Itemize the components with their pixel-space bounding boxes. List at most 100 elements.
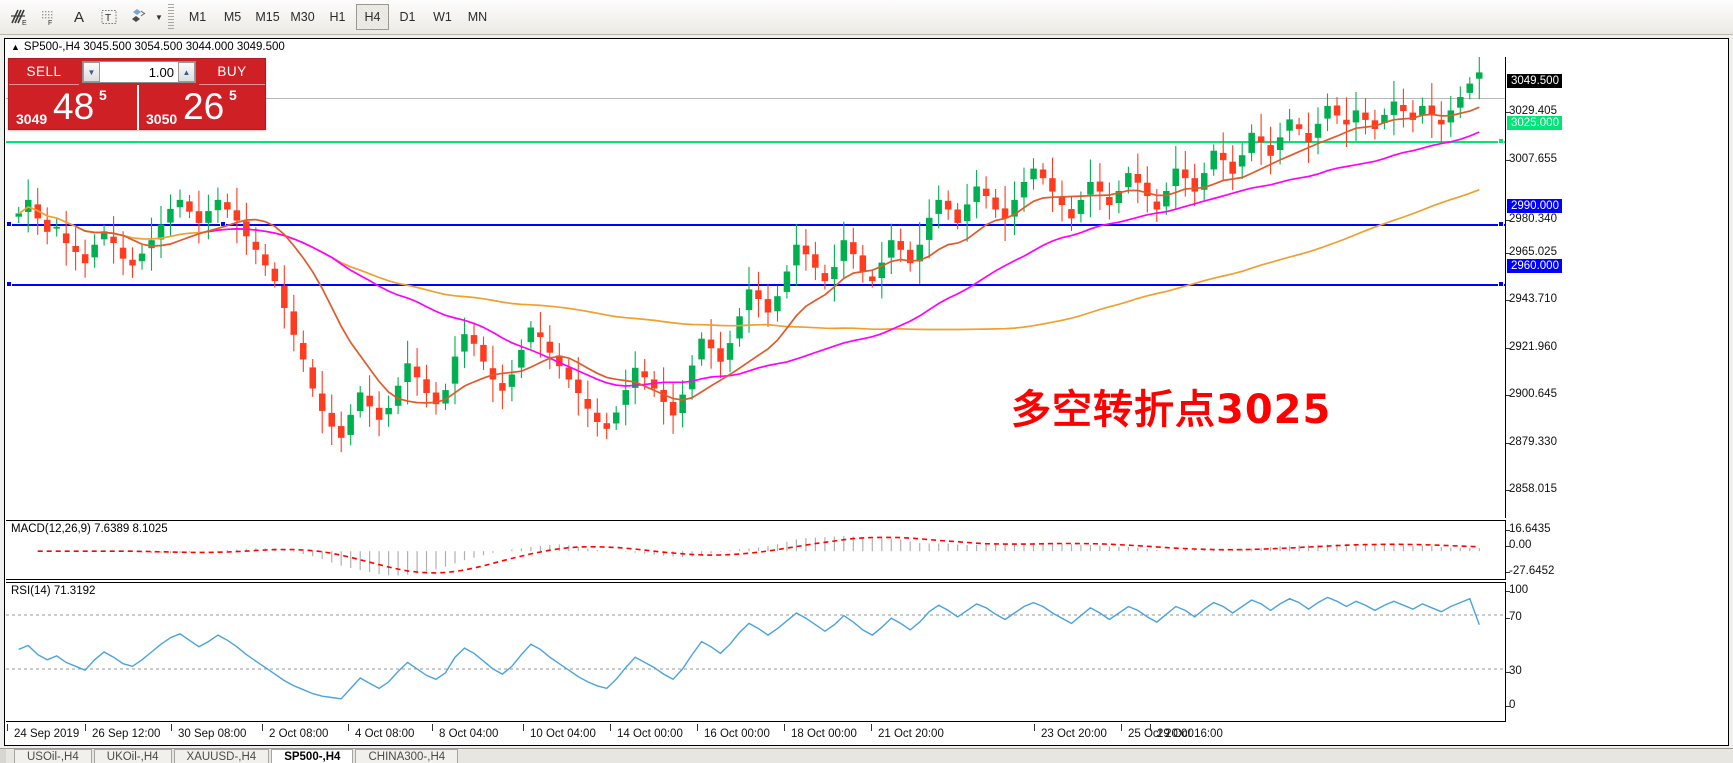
last-price-line xyxy=(6,98,1505,99)
timeframe-h1[interactable]: H1 xyxy=(329,10,346,24)
price-tick: 2921.960 xyxy=(1506,341,1557,353)
tab-sp500-h4[interactable]: SP500-,H4 xyxy=(271,749,354,763)
chart-tabs[interactable]: USOil-,H4 UKOil-,H4 XAUUSD-,H4 SP500-,H4… xyxy=(0,748,1733,763)
svg-text:T: T xyxy=(105,13,111,24)
volume-stepper[interactable]: ▼ 1.00 ▲ xyxy=(82,61,196,83)
blue-level-badge-2960[interactable]: 2960.000 xyxy=(1507,259,1562,273)
sell-price-big: 48 xyxy=(53,86,95,127)
templates-icon[interactable] xyxy=(124,3,154,31)
chart-toolbar: E F A T xyxy=(0,0,1733,35)
rsi-scale-tick: 30 xyxy=(1506,665,1522,677)
price-tick: 2900.645 xyxy=(1506,388,1557,400)
tab-ukoil-h4[interactable]: UKOil-,H4 xyxy=(93,749,172,763)
time-label: 23 Oct 20:00 xyxy=(1034,724,1107,740)
buy-price-fraction: 5 xyxy=(229,87,237,103)
chart-title: ▲ SP500-,H4 3045.500 3054.500 3044.000 30… xyxy=(11,41,285,53)
one-click-trading-panel[interactable]: SELL ▼ 1.00 ▲ BUY 3049 48 5 3050 26 5 xyxy=(8,58,266,130)
timeframe-mn[interactable]: MN xyxy=(467,10,488,24)
level-line-3025[interactable] xyxy=(6,141,1505,143)
timeframe-w1[interactable]: W1 xyxy=(433,10,452,24)
macd-scale-tick: -27.6452 xyxy=(1505,565,1555,577)
price-scale[interactable]: 3029.405 3007.655 2980.340 2965.025 2943… xyxy=(1505,57,1727,722)
time-axis[interactable]: 24 Sep 2019 26 Sep 12:00 30 Sep 08:00 2 … xyxy=(6,724,1727,746)
price-tick: 3029.405 xyxy=(1506,105,1557,117)
sell-quote[interactable]: 3049 48 5 xyxy=(9,85,137,130)
sell-price-prefix: 3049 xyxy=(16,111,48,127)
svg-text:F: F xyxy=(48,20,52,27)
collapse-triangle-icon[interactable]: ▲ xyxy=(11,42,20,52)
tabstrip-scroll-handle[interactable] xyxy=(0,749,6,763)
rsi-scale-tick: 70 xyxy=(1506,611,1522,623)
text-box-icon[interactable]: T xyxy=(94,3,124,31)
price-chart-pane[interactable]: 多空转折点3025 xyxy=(6,57,1506,518)
toolbar-drag-handle[interactable] xyxy=(168,4,174,30)
blue-level-badge-2990[interactable]: 2990.000 xyxy=(1507,199,1562,213)
trade-panel-controls: SELL ▼ 1.00 ▲ BUY xyxy=(9,59,265,85)
time-label: 26 Sep 12:00 xyxy=(84,724,161,740)
level-anchor-2960-left[interactable] xyxy=(6,281,12,287)
sell-price-fraction: 5 xyxy=(99,87,107,103)
buy-price-prefix: 3050 xyxy=(146,111,178,127)
timeframe-h4[interactable]: H4 xyxy=(356,4,389,30)
rsi-series xyxy=(6,596,1506,700)
time-label: 30 Sep 08:00 xyxy=(170,724,247,740)
timeframe-m1[interactable]: M1 xyxy=(188,10,207,24)
time-label: 25 Oct 20:00 xyxy=(1121,724,1194,740)
macd-scale-tick: 0.00 xyxy=(1505,539,1532,551)
level-anchor-2990-left[interactable] xyxy=(6,221,12,227)
buy-button[interactable]: BUY xyxy=(199,59,265,85)
level-line-2960[interactable] xyxy=(6,284,1505,286)
time-label: 18 Oct 00:00 xyxy=(784,724,857,740)
macd-scale-tick: 16.6435 xyxy=(1506,523,1551,535)
rsi-pane[interactable]: RSI(14) 71.3192 xyxy=(6,582,1506,722)
time-label: 4 Oct 08:00 xyxy=(347,724,415,740)
time-label: 16 Oct 00:00 xyxy=(697,724,770,740)
chart-title-text: SP500-,H4 3045.500 3054.500 3044.000 304… xyxy=(23,41,285,53)
price-tick: 3007.655 xyxy=(1506,153,1557,165)
templates-dropdown-icon[interactable]: ▼ xyxy=(155,12,163,22)
tab-usoil-h4[interactable]: USOil-,H4 xyxy=(14,749,92,763)
macd-pane[interactable]: MACD(12,26,9) 7.6389 8.1025 xyxy=(6,520,1506,580)
indicators-icon[interactable]: E xyxy=(4,3,34,31)
time-label: 29 Oct 16:00 xyxy=(1150,724,1223,740)
volume-decrement-icon[interactable]: ▼ xyxy=(83,62,100,82)
sell-button[interactable]: SELL xyxy=(9,59,79,85)
time-label: 21 Oct 20:00 xyxy=(871,724,944,740)
level-line-2990[interactable] xyxy=(6,224,1505,226)
time-label: 10 Oct 04:00 xyxy=(523,724,596,740)
chart-annotation-text[interactable]: 多空转折点3025 xyxy=(1011,387,1332,433)
timeframe-m30[interactable]: M30 xyxy=(290,10,315,24)
time-label: 14 Oct 00:00 xyxy=(610,724,683,740)
timeframe-m5[interactable]: M5 xyxy=(223,10,242,24)
chart-window[interactable]: ▲ SP500-,H4 3045.500 3054.500 3044.000 30… xyxy=(4,38,1729,746)
trade-panel-quotes: 3049 48 5 3050 26 5 xyxy=(9,85,265,130)
volume-increment-icon[interactable]: ▲ xyxy=(178,62,195,82)
green-level-badge[interactable]: 3025.000 xyxy=(1507,116,1562,130)
time-label: 2 Oct 08:00 xyxy=(261,724,329,740)
timeframe-d1[interactable]: D1 xyxy=(399,10,416,24)
candlestick-series xyxy=(15,57,1483,453)
level-anchor-3025[interactable] xyxy=(1498,138,1504,144)
text-label-icon[interactable]: A xyxy=(73,8,84,26)
price-tick: 2879.330 xyxy=(1506,436,1557,448)
last-price-badge: 3049.500 xyxy=(1507,74,1562,88)
price-tick: 2858.015 xyxy=(1506,483,1557,495)
timeframe-m15[interactable]: M15 xyxy=(255,10,280,24)
level-anchor-2990[interactable] xyxy=(1498,221,1504,227)
tab-xauusd-h4[interactable]: XAUUSD-,H4 xyxy=(173,749,270,763)
macd-label: MACD(12,26,9) 7.6389 8.1025 xyxy=(11,523,168,535)
rsi-scale-tick: 100 xyxy=(1505,584,1529,596)
time-label: 8 Oct 04:00 xyxy=(431,724,499,740)
volume-input[interactable]: 1.00 xyxy=(148,64,174,80)
rsi-label: RSI(14) 71.3192 xyxy=(11,585,96,597)
price-tick: 2965.025 xyxy=(1506,246,1557,258)
level-anchor-2960[interactable] xyxy=(1498,281,1504,287)
buy-quote[interactable]: 3050 26 5 xyxy=(137,85,265,130)
svg-text:E: E xyxy=(22,20,27,27)
rsi-scale-tick: 0 xyxy=(1505,699,1516,711)
time-label: 24 Sep 2019 xyxy=(6,724,80,740)
buy-price-big: 26 xyxy=(183,86,225,127)
tab-china300-h4[interactable]: CHINA300-,H4 xyxy=(355,749,459,763)
objects-grid-icon[interactable]: F xyxy=(34,3,64,31)
